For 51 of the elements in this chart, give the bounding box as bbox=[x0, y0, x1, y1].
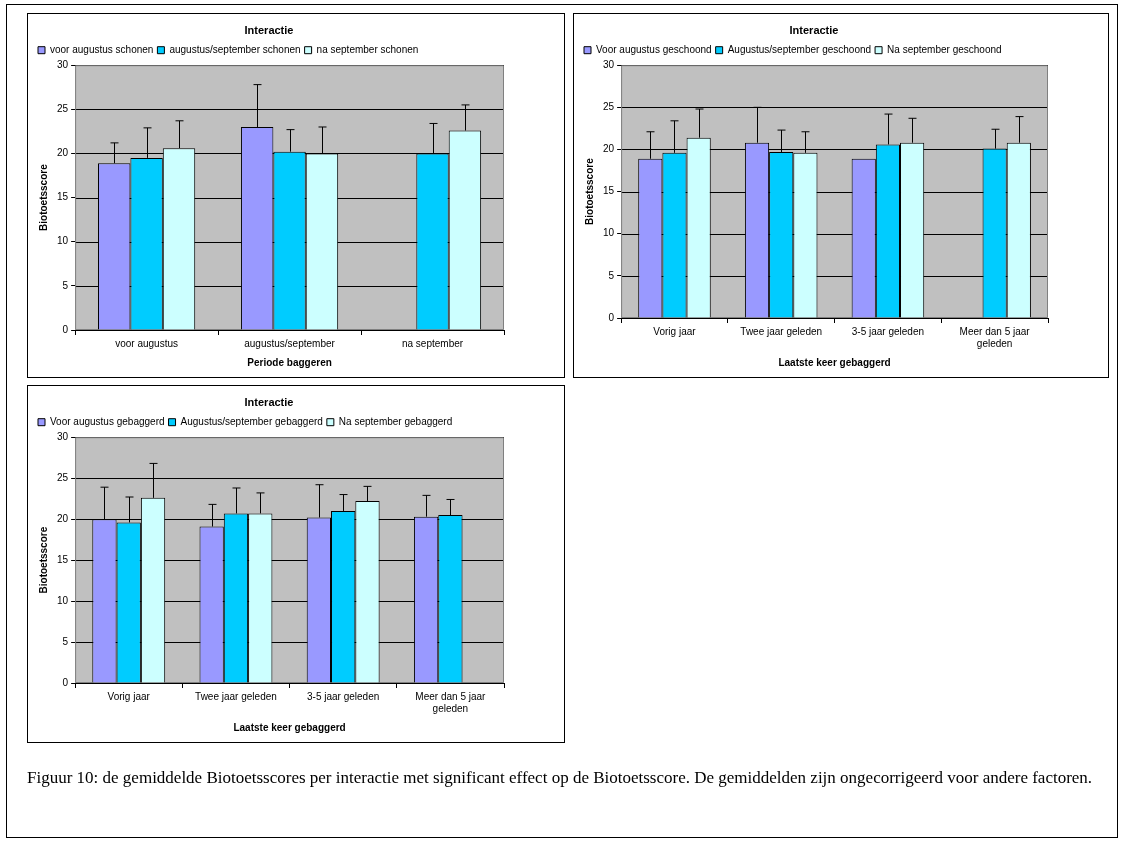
x-tick-label: 3-5 jaar geleden bbox=[851, 325, 925, 337]
legend-label: Voor augustus gebaggerd bbox=[50, 415, 165, 427]
chart-title: Interactie bbox=[244, 395, 294, 408]
x-tick-label: Meer dan 5 jaar geleden bbox=[415, 690, 487, 714]
y-tick-label: 15 bbox=[603, 185, 615, 197]
y-tick-label: 5 bbox=[62, 635, 69, 647]
legend-label: Voor augustus geschoond bbox=[596, 43, 712, 55]
legend-label: voor augustus schonen bbox=[50, 43, 154, 55]
x-axis-title: Laatste keer gebaggerd bbox=[778, 356, 891, 368]
x-tick-label: Twee jaar geleden bbox=[740, 325, 823, 337]
legend-label: Na september geschoond bbox=[887, 43, 1002, 55]
x-tick-label: voor augustus bbox=[115, 337, 179, 349]
x-tick-label: Twee jaar geleden bbox=[195, 690, 277, 702]
x-tick-label: augustus/september bbox=[244, 337, 336, 349]
legend-label: na september schonen bbox=[316, 43, 419, 55]
x-tick-label: Meer dan 5 jaar geleden bbox=[959, 325, 1031, 349]
x-tick-label: Vorig jaar bbox=[107, 690, 151, 702]
legend-label: augustus/september schonen bbox=[169, 43, 301, 55]
x-tick-label: Vorig jaar bbox=[653, 325, 697, 337]
y-tick-label: 10 bbox=[57, 235, 69, 247]
chart-title: Interactie bbox=[244, 23, 294, 36]
y-axis-title: Biotoetsscore bbox=[37, 526, 49, 594]
y-tick-label: 25 bbox=[603, 101, 615, 113]
legend-label: Na september gebaggerd bbox=[338, 415, 453, 427]
chart-title: Interactie bbox=[789, 23, 839, 36]
y-tick-label: 15 bbox=[57, 191, 69, 203]
y-tick-label: 10 bbox=[57, 594, 69, 606]
legend-label: Augustus/september gebaggerd bbox=[180, 415, 323, 427]
y-tick-label: 5 bbox=[62, 279, 69, 291]
y-tick-label: 10 bbox=[603, 227, 615, 239]
y-tick-label: 20 bbox=[57, 512, 69, 524]
x-tick-label: 3-5 jaar geleden bbox=[307, 690, 380, 702]
y-tick-label: 20 bbox=[57, 147, 69, 159]
y-tick-label: 0 bbox=[62, 676, 69, 688]
y-tick-label: 0 bbox=[608, 311, 615, 323]
x-axis-title: Laatste keer gebaggerd bbox=[233, 721, 346, 733]
y-axis-title: Biotoetsscore bbox=[583, 157, 595, 225]
y-axis-title: Biotoetsscore bbox=[37, 163, 49, 231]
y-tick-label: 0 bbox=[62, 323, 69, 335]
x-tick-label: na september bbox=[401, 337, 464, 349]
x-axis-title: Periode baggeren bbox=[247, 356, 332, 368]
y-tick-label: 30 bbox=[57, 58, 69, 70]
y-tick-label: 30 bbox=[57, 430, 69, 442]
text: Figuur 10: de gemiddelde Biotoetsscores per interactie met significant effect op de Biotoetsscore. De gemiddelden zijn ongecorrigeerd voor andere factoren. bbox=[27, 767, 1094, 789]
y-tick-label: 5 bbox=[608, 269, 615, 281]
y-tick-label: 15 bbox=[57, 553, 69, 565]
y-tick-label: 25 bbox=[57, 103, 69, 115]
legend-label: Augustus/september geschoond bbox=[727, 43, 872, 55]
y-tick-label: 30 bbox=[603, 58, 615, 70]
y-tick-label: 25 bbox=[57, 471, 69, 483]
y-tick-label: 20 bbox=[603, 143, 615, 155]
